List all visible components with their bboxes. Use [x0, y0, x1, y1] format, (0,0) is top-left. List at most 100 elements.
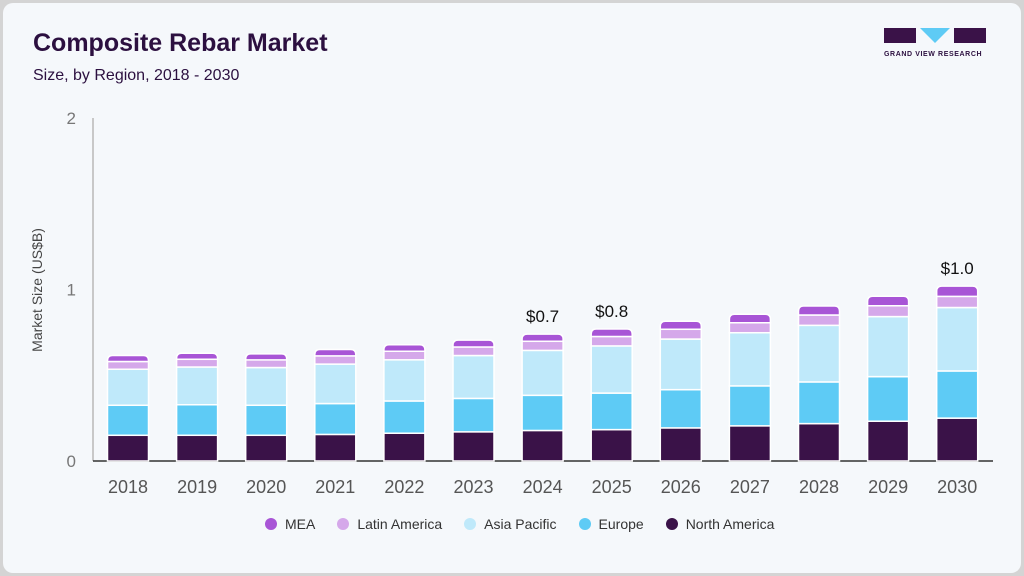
bar-segment-north-america-2024: [521, 429, 564, 462]
logo-triangle: [920, 28, 950, 43]
bar-stack-2018: [106, 354, 150, 462]
bar-segment-asia-pacific-2020: [244, 366, 288, 407]
legend-swatch-icon: [665, 518, 678, 530]
bar-segment-latin-america-2021: [314, 355, 357, 365]
legend-label: Europe: [598, 516, 644, 532]
bar-segment-europe-2019: [175, 403, 219, 437]
x-tick-label: 2023: [453, 477, 493, 497]
bar-stack-2023: [452, 339, 495, 462]
bar-stack-2030: [935, 285, 979, 462]
bar-segment-mea-2024: [521, 333, 564, 343]
grand-view-research-logo: [884, 28, 986, 43]
bar-segment-europe-2029: [866, 375, 910, 422]
bar-segment-latin-america-2025: [590, 335, 633, 347]
bar-segment-mea-2022: [383, 343, 426, 352]
bar-segment-europe-2022: [383, 400, 426, 434]
bar-segment-europe-2030: [935, 370, 979, 419]
bar-segment-latin-america-2024: [521, 340, 564, 352]
bar-segment-north-america-2026: [659, 427, 703, 462]
y-tick-label: 1: [67, 281, 76, 300]
bar-segment-north-america-2022: [383, 432, 426, 462]
data-label-2025: $0.8: [595, 302, 628, 321]
legend-item-asia-pacific[interactable]: Asia Pacific: [464, 516, 557, 532]
x-tick-label: 2021: [315, 477, 355, 497]
bar-segment-europe-2018: [106, 404, 150, 437]
bar-segment-europe-2028: [797, 381, 841, 425]
bar-segment-asia-pacific-2026: [659, 338, 703, 391]
bar-segment-asia-pacific-2023: [452, 354, 495, 400]
bar-stack-2026: [659, 320, 703, 462]
bar-segment-mea-2020: [244, 353, 288, 361]
bar-segment-mea-2028: [797, 305, 841, 316]
bar-segment-latin-america-2026: [659, 328, 703, 340]
bar-segment-europe-2023: [452, 397, 495, 433]
logo-text: GRAND VIEW RESEARCH: [884, 51, 983, 58]
legend-swatch-icon: [578, 518, 591, 530]
bar-segment-latin-america-2028: [797, 314, 841, 327]
x-tick-label: 2028: [799, 477, 839, 497]
bar-stack-2020: [244, 353, 288, 462]
bar-segment-europe-2027: [728, 385, 772, 427]
x-tick-label: 2020: [246, 477, 286, 497]
bar-segment-north-america-2028: [797, 422, 841, 462]
x-tick-label: 2029: [868, 477, 908, 497]
bar-segment-latin-america-2018: [106, 360, 150, 370]
legend: MEA Latin America Asia Pacific Europe North …: [265, 516, 796, 532]
bar-segment-europe-2021: [314, 402, 357, 436]
bar-segment-north-america-2019: [175, 434, 219, 462]
bar-segment-asia-pacific-2028: [797, 324, 841, 383]
bar-stack-2029: [866, 295, 910, 462]
bar-segment-asia-pacific-2025: [590, 345, 633, 394]
x-tick-label: 2025: [592, 477, 632, 497]
bar-stack-2025: [590, 328, 633, 462]
bar-segment-latin-america-2023: [452, 346, 495, 357]
bar-segment-north-america-2023: [452, 431, 495, 462]
legend-swatch-icon: [337, 518, 350, 530]
bar-segment-asia-pacific-2024: [521, 349, 564, 397]
bar-segment-asia-pacific-2027: [728, 331, 772, 387]
legend-item-north-america[interactable]: North America: [665, 516, 774, 532]
bar-segment-north-america-2030: [935, 417, 979, 462]
bar-segment-north-america-2025: [590, 428, 633, 462]
bar-segment-europe-2025: [590, 392, 633, 431]
bar-segment-asia-pacific-2022: [383, 359, 426, 402]
legend-item-europe[interactable]: Europe: [578, 516, 644, 532]
bar-segment-asia-pacific-2029: [866, 315, 910, 378]
legend-item-mea[interactable]: MEA: [265, 516, 315, 532]
logo-block-right: [954, 28, 986, 43]
bar-segment-asia-pacific-2021: [314, 363, 357, 405]
bar-segment-north-america-2018: [106, 434, 150, 462]
bar-segment-latin-america-2029: [866, 305, 910, 318]
y-axis-label: Market Size (US$B): [29, 228, 45, 352]
y-tick-label: 2: [67, 109, 76, 128]
legend-label: MEA: [285, 516, 316, 532]
x-tick-label: 2018: [108, 477, 148, 497]
bar-segment-latin-america-2020: [244, 359, 288, 369]
legend-swatch-icon: [265, 518, 277, 530]
bar-segment-mea-2025: [590, 328, 633, 338]
bar-stack-2021: [314, 348, 357, 462]
bar-stack-2028: [797, 305, 841, 462]
legend-item-latin-america[interactable]: Latin America: [337, 516, 442, 532]
bar-segment-mea-2030: [935, 285, 979, 298]
bar-segment-asia-pacific-2019: [175, 366, 219, 406]
bar-stack-2024: [521, 333, 564, 462]
chart-subtitle: Size, by Region, 2018 - 2030: [33, 67, 240, 84]
bar-segment-mea-2018: [106, 354, 150, 363]
legend-label: Latin America: [357, 516, 443, 532]
bar-segment-europe-2020: [244, 404, 288, 437]
bar-segment-mea-2026: [659, 320, 703, 331]
bar-segment-asia-pacific-2018: [106, 368, 150, 407]
bar-segment-north-america-2021: [314, 433, 357, 462]
bar-segment-mea-2027: [728, 313, 772, 324]
x-tick-label: 2030: [937, 477, 977, 497]
bar-segment-north-america-2029: [866, 420, 910, 462]
bar-stack-2022: [383, 343, 426, 462]
bar-segment-north-america-2027: [728, 425, 772, 462]
bar-segment-latin-america-2030: [935, 295, 979, 309]
bar-segment-mea-2021: [314, 348, 357, 357]
bar-segment-north-america-2020: [244, 434, 288, 462]
bar-segment-europe-2024: [521, 394, 564, 432]
data-label-2030: $1.0: [941, 259, 974, 278]
